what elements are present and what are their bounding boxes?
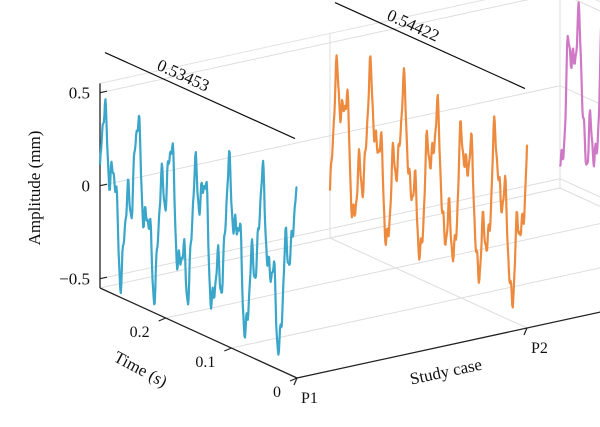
series-line-p2 (328, 54, 529, 309)
peak-bracket-line (104, 51, 296, 140)
floor-gridline-time (99, 187, 561, 289)
amplitude-tick-label: 0.5 (69, 84, 90, 103)
axes (99, 83, 600, 386)
time-tick-label: 0.1 (195, 354, 215, 371)
peak-bracket-line (565, 0, 600, 39)
floor-gridline-time (231, 267, 600, 349)
amplitude-tick (99, 90, 108, 94)
box-top-back-edge (99, 0, 486, 84)
time-tick (289, 377, 298, 382)
side-wall-horizontal-gridline (559, 85, 600, 105)
floor-gridline-time (165, 223, 600, 319)
case-tick-label: P1 (301, 390, 318, 407)
time-tick-label: 0 (273, 384, 281, 401)
amplitude-tick-label: 0 (82, 177, 91, 196)
time-axis-title: Time (s) (111, 347, 171, 391)
floor-gridline-case (329, 237, 528, 329)
amplitude-tick-label: −0.5 (59, 270, 90, 289)
peak-bracket-line (334, 1, 526, 90)
time-axis (99, 287, 298, 379)
side-wall-horizontal-gridline (559, 178, 600, 198)
case-axis-title: Study case (408, 355, 484, 389)
floor-gridline-case (559, 187, 600, 207)
series-line-p1 (98, 98, 298, 356)
amplitude-axis-title: Amplitude (mm) (25, 131, 44, 246)
amplitude-tick (99, 183, 108, 187)
case-tick (523, 327, 528, 336)
time-tick-label: 0.2 (130, 324, 150, 341)
side-wall-horizontal-gridline (574, 0, 600, 12)
time-tick (158, 317, 166, 322)
series-line-p3 (558, 1, 600, 168)
labels: 0.50−0.50.20.10P1P2P3Amplitude (mm)Time … (25, 0, 600, 407)
back-wall-horizontal-gridline (99, 0, 529, 94)
series-lines (98, 1, 600, 356)
amplitude-tick (99, 276, 108, 280)
case-tick-label: P2 (531, 340, 548, 357)
peak-value-label: 0.53453 (154, 55, 212, 95)
case-tick (293, 377, 298, 386)
back-wall-horizontal-gridline (99, 85, 561, 187)
time-tick (224, 347, 232, 352)
peak-value-label: 0.54422 (384, 5, 442, 45)
